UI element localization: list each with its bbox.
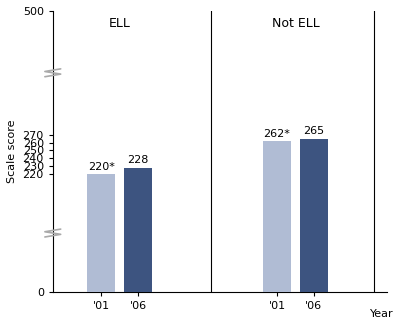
Bar bbox=[124, 168, 152, 292]
Text: 262*: 262* bbox=[264, 129, 290, 139]
Text: Year: Year bbox=[370, 309, 394, 319]
Y-axis label: Scale score: Scale score bbox=[7, 120, 17, 183]
Text: 265: 265 bbox=[303, 126, 324, 136]
Text: 220*: 220* bbox=[88, 162, 114, 172]
Bar bbox=[300, 139, 328, 292]
Text: Not ELL: Not ELL bbox=[272, 17, 319, 29]
Bar bbox=[87, 174, 115, 292]
Text: ELL: ELL bbox=[109, 17, 130, 29]
Text: 228: 228 bbox=[127, 156, 149, 166]
Bar bbox=[263, 141, 291, 292]
